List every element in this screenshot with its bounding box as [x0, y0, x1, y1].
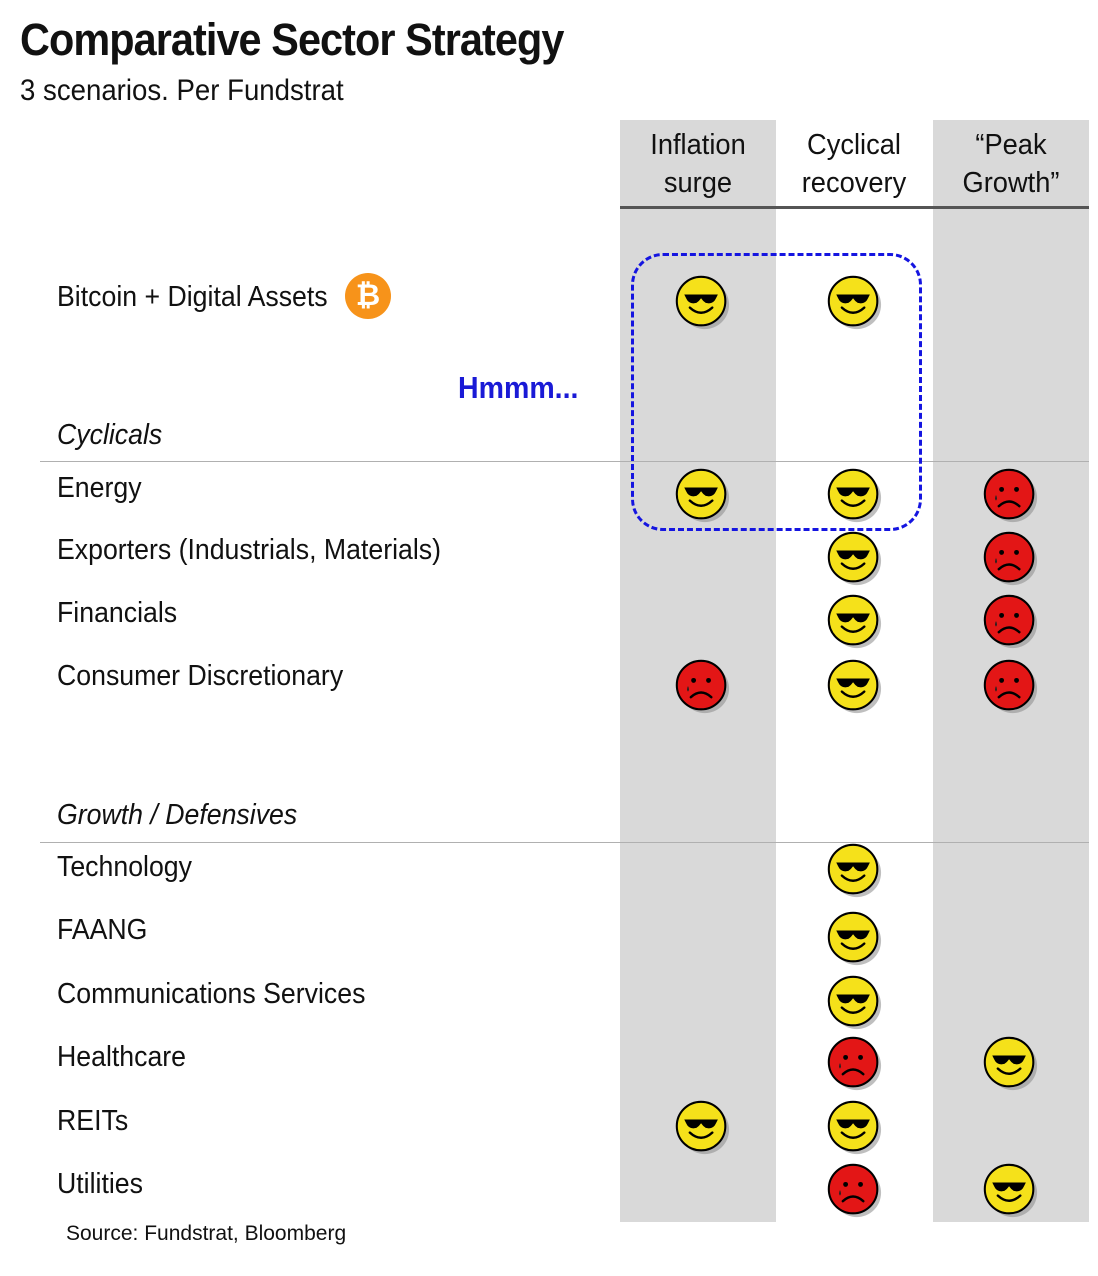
column-header-inflation-surge: Inflation surge — [650, 129, 746, 199]
chart-subtitle: 3 scenarios. Per Fundstrat — [20, 74, 344, 107]
happy-sunglasses-face-icon — [826, 593, 882, 649]
happy-sunglasses-face-icon — [674, 1099, 730, 1155]
happy-sunglasses-face-icon — [826, 530, 882, 586]
row-label-utilities: Utilities — [57, 1168, 143, 1200]
row-label-technology: Technology — [57, 851, 192, 883]
happy-sunglasses-face-icon — [982, 1035, 1038, 1091]
happy-sunglasses-face-icon — [826, 910, 882, 966]
row-label-reits: REITs — [57, 1105, 129, 1137]
row-label-consumer-discretionary: Consumer Discretionary — [57, 660, 344, 692]
bitcoin-icon: ₿ — [345, 273, 391, 319]
row-label-faang: FAANG — [57, 914, 148, 946]
column-header-peak-growth: “Peak Growth” — [962, 129, 1060, 199]
source-note: Source: Fundstrat, Bloomberg — [66, 1222, 347, 1245]
section-label-growth-defensives: Growth / Defensives — [57, 799, 298, 831]
row-label-healthcare: Healthcare — [57, 1041, 187, 1073]
row-label-communications-services: Communications Services — [57, 978, 366, 1010]
happy-sunglasses-face-icon — [826, 974, 882, 1030]
happy-sunglasses-face-icon — [826, 1099, 882, 1155]
highlight-box — [631, 253, 922, 531]
chart-title: Comparative Sector Strategy — [20, 14, 564, 65]
happy-sunglasses-face-icon — [826, 467, 882, 523]
happy-sunglasses-face-icon — [674, 274, 730, 330]
sad-face-icon — [826, 1035, 882, 1091]
section-label-cyclicals: Cyclicals — [57, 419, 163, 451]
happy-sunglasses-face-icon — [826, 274, 882, 330]
row-label-exporters: Exporters (Industrials, Materials) — [57, 534, 442, 566]
happy-sunglasses-face-icon — [826, 842, 882, 898]
sad-face-icon — [982, 593, 1038, 649]
header-rule — [620, 206, 1089, 209]
sad-face-icon — [982, 467, 1038, 523]
column-header-cyclical-recovery: Cyclical recovery — [801, 129, 907, 199]
row-label-energy: Energy — [57, 472, 142, 504]
row-label-financials: Financials — [57, 597, 178, 629]
sad-face-icon — [826, 1162, 882, 1218]
happy-sunglasses-face-icon — [826, 658, 882, 714]
section-divider-growth — [40, 842, 1089, 843]
sad-face-icon — [982, 530, 1038, 586]
annotation-hmmm: Hmmm... — [458, 370, 579, 405]
sad-face-icon — [674, 658, 730, 714]
sad-face-icon — [982, 658, 1038, 714]
happy-sunglasses-face-icon — [982, 1162, 1038, 1218]
happy-sunglasses-face-icon — [674, 467, 730, 523]
row-label-bitcoin: Bitcoin + Digital Assets — [57, 281, 328, 313]
section-divider-cyclicals — [40, 461, 1089, 462]
